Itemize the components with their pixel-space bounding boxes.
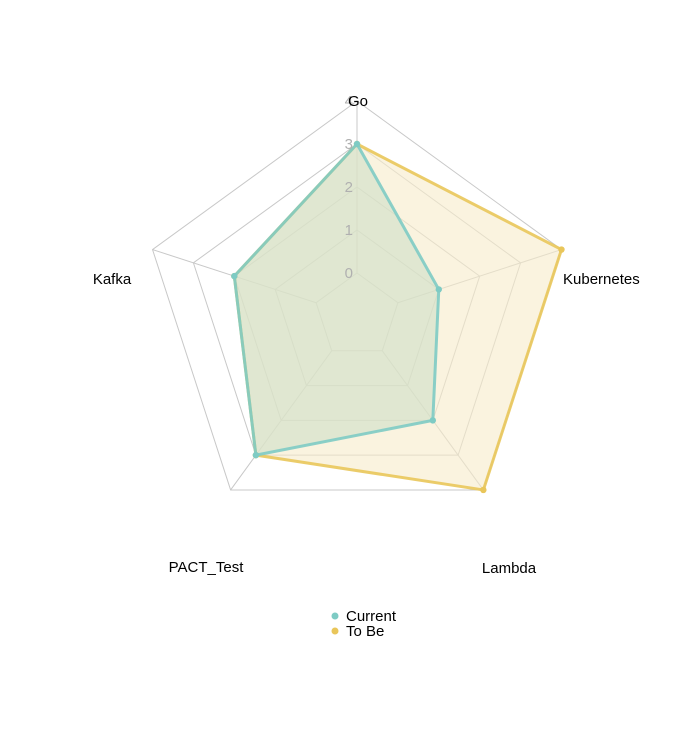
series-1-point-2 [480, 486, 487, 494]
series-layer [231, 140, 565, 494]
tick-label-4: 4 [345, 93, 353, 110]
series-0-point-1 [435, 286, 442, 293]
legend-label-to-be: To Be [346, 623, 384, 640]
axis-label-kafka: Kafka [93, 271, 132, 288]
legend-label-current: Current [346, 608, 397, 625]
tick-labels: 0 1 2 3 4 [345, 93, 353, 282]
axis-labels: Go Kubernetes Lambda PACT_Test Kafka [93, 93, 640, 577]
tick-label-0: 0 [345, 265, 353, 282]
series-0-point-3 [252, 451, 260, 459]
grid-ring-4 [151, 100, 563, 491]
series-0-point-4 [231, 272, 238, 280]
legend-marker-to-be [331, 627, 339, 635]
tick-label-2: 2 [345, 179, 353, 196]
axis-label-pact-test: PACT_Test [169, 559, 245, 576]
series-1-point-1 [558, 246, 565, 253]
series-0-point-2 [429, 417, 437, 424]
series-line-0 [232, 142, 441, 457]
axis-label-go: Go [348, 93, 368, 110]
legend: Current To Be [331, 608, 397, 640]
axis-label-kubernetes: Kubernetes [563, 271, 640, 288]
series-0-point-0 [353, 140, 361, 148]
tick-label-3: 3 [345, 136, 353, 153]
tick-label-1: 1 [345, 222, 353, 239]
axis-label-lambda: Lambda [482, 560, 537, 577]
legend-marker-current [331, 612, 339, 620]
